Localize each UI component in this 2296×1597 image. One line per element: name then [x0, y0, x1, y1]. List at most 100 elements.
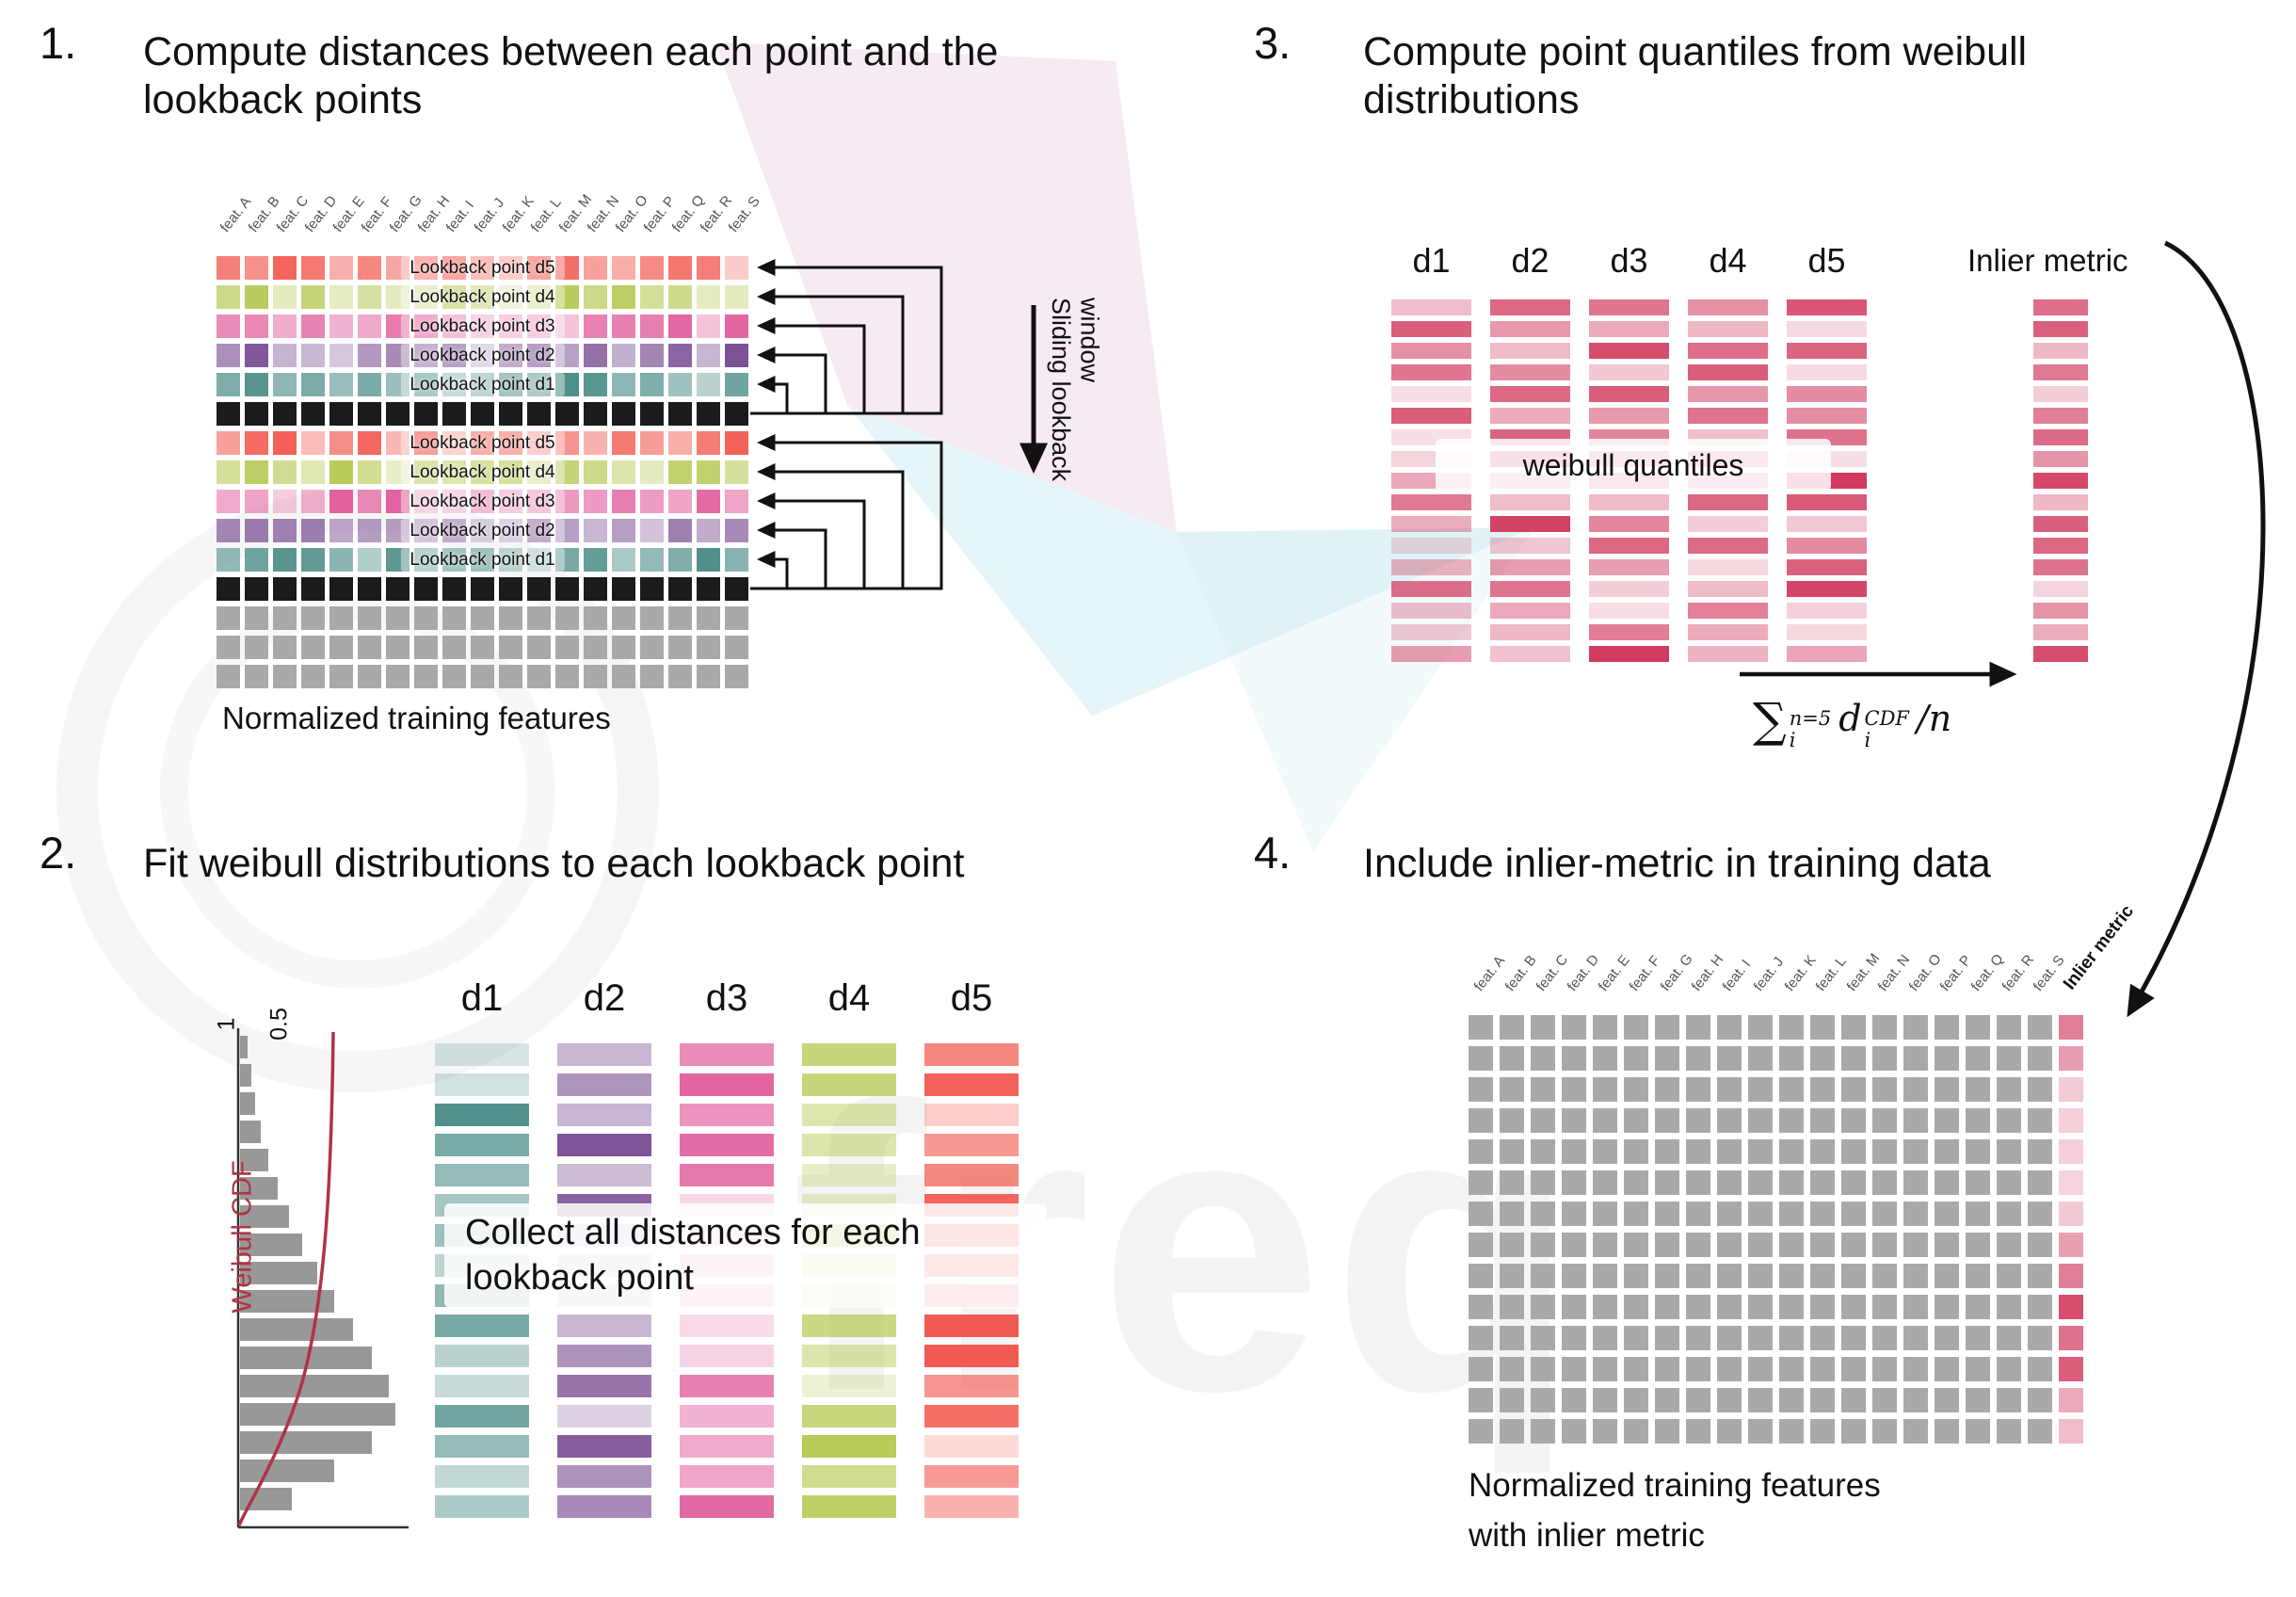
training-cell — [1966, 1046, 1990, 1071]
lookback-distance-arrow — [750, 492, 866, 590]
inlier-metric-bar — [2033, 494, 2088, 510]
training-cell — [1748, 1264, 1773, 1288]
training-cell — [1562, 1264, 1586, 1288]
training-cell — [1469, 1295, 1493, 1319]
training-cell — [1966, 1077, 1990, 1102]
feature-cell — [245, 344, 268, 367]
training-cell — [1562, 1046, 1586, 1071]
feature-cell — [612, 519, 635, 542]
lookback-row-label: Lookback point d1 — [400, 373, 565, 396]
training-cell — [1997, 1077, 2021, 1102]
feature-cell — [414, 606, 438, 630]
feature-cell — [414, 548, 438, 572]
distance-bar — [924, 1495, 1019, 1518]
distance-bar — [435, 1405, 529, 1428]
feature-cell — [527, 548, 551, 572]
feature-cell — [725, 519, 748, 542]
quantile-bar — [1391, 343, 1471, 359]
feature-cell — [217, 460, 240, 484]
training-cell — [1841, 1077, 1866, 1102]
inlier-metric-cell — [2059, 1295, 2083, 1319]
feature-cell — [499, 256, 522, 280]
quantile-bar — [1589, 538, 1669, 554]
feature-cell — [471, 460, 494, 484]
feature-cell — [584, 665, 607, 688]
feature-cell — [471, 548, 494, 572]
lookback-distance-arrow — [750, 376, 789, 415]
quantile-column-header: d3 — [1610, 241, 1648, 280]
training-cell — [1500, 1139, 1524, 1164]
distance-bar — [802, 1043, 896, 1066]
sigma-lower-limit: i — [1789, 729, 1796, 752]
divide-by-n: /n — [1917, 698, 1952, 739]
training-cell — [1593, 1295, 1617, 1319]
training-cell — [1562, 1015, 1586, 1040]
watermark-petal-pink — [715, 42, 1177, 532]
training-cell — [2028, 1419, 2052, 1444]
feature-cell — [640, 665, 664, 688]
feature-cell — [386, 548, 409, 572]
feature-cell — [442, 665, 466, 688]
training-cell — [1748, 1419, 1773, 1444]
training-cell — [1562, 1357, 1586, 1381]
distance-bar — [680, 1315, 774, 1337]
training-cell — [1841, 1202, 1866, 1226]
lookback-row-label: Lookback point d5 — [400, 431, 565, 455]
feature-cell — [499, 577, 522, 601]
feature-cell — [301, 665, 325, 688]
training-cell — [1655, 1108, 1679, 1133]
feature-cell — [527, 285, 551, 309]
training-cell — [1997, 1015, 2021, 1040]
quantile-bar — [1688, 299, 1768, 315]
training-cell — [1562, 1202, 1586, 1226]
quantile-bar — [1490, 581, 1570, 597]
feature-cell — [217, 606, 240, 630]
training-cell — [1500, 1108, 1524, 1133]
training-cell — [1966, 1357, 1990, 1381]
feature-cell — [584, 490, 607, 513]
feature-cell — [527, 431, 551, 455]
training-cell — [1593, 1326, 1617, 1350]
feature-cell — [386, 606, 409, 630]
feature-cell — [584, 460, 607, 484]
training-cell — [1779, 1326, 1804, 1350]
quantile-bar — [1787, 646, 1867, 662]
feature-cell — [527, 460, 551, 484]
term-subscript: i — [1864, 729, 1871, 752]
lookback-row-label: Lookback point d2 — [400, 344, 565, 367]
feature-cell — [442, 373, 466, 396]
inlier-metric-cell — [2059, 1015, 2083, 1040]
quantile-bar — [1787, 603, 1867, 619]
feature-cell — [555, 431, 579, 455]
feature-cell — [245, 373, 268, 396]
distance-bar — [557, 1495, 651, 1518]
training-cell — [1655, 1419, 1679, 1444]
feature-cell — [668, 402, 692, 426]
feature-cell — [217, 548, 240, 572]
distance-bar — [435, 1465, 529, 1488]
distance-bar — [802, 1073, 896, 1096]
training-cell — [1935, 1202, 1959, 1226]
quantile-bar — [1391, 494, 1471, 510]
feature-cell — [358, 606, 381, 630]
training-cell — [1500, 1326, 1524, 1350]
training-cell — [2028, 1357, 2052, 1381]
histogram-bar — [240, 1064, 251, 1087]
distance-bar — [435, 1134, 529, 1156]
training-cell — [1686, 1357, 1710, 1381]
feature-cell — [414, 460, 438, 484]
feature-cell — [584, 431, 607, 455]
training-cell — [1779, 1202, 1804, 1226]
training-cell — [1686, 1108, 1710, 1133]
feature-cell — [725, 606, 748, 630]
distance-bar — [802, 1134, 896, 1156]
feature-cell — [640, 606, 664, 630]
feature-cell — [245, 665, 268, 688]
feature-cell — [584, 548, 607, 572]
feature-cell — [329, 285, 353, 309]
feature-cell — [668, 636, 692, 659]
training-cell — [1593, 1419, 1617, 1444]
feature-cell — [697, 285, 720, 309]
training-cell — [1624, 1233, 1648, 1257]
feature-cell — [668, 548, 692, 572]
